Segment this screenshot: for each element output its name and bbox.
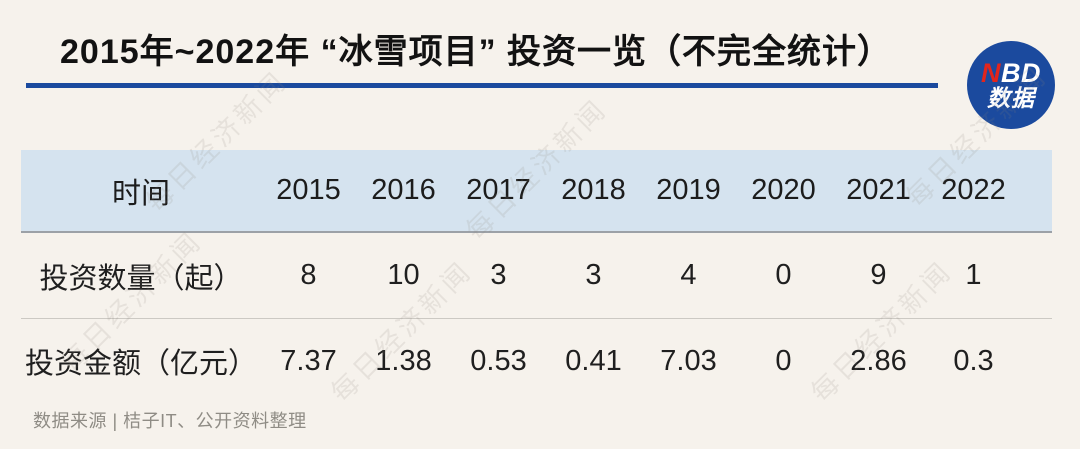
nbd-logo-text: NBD <box>981 57 1041 88</box>
nbd-logo-n: N <box>981 57 1001 88</box>
header-cell-year: 2022 <box>926 150 1021 233</box>
header-cell-year: 2017 <box>451 150 546 233</box>
header-cell-year: 2016 <box>356 150 451 233</box>
table-row-investment-amount: 投资金额（亿元） 7.37 1.38 0.53 0.41 7.03 0 2.86… <box>21 319 1052 404</box>
table-cell: 7.03 <box>660 344 717 377</box>
table-cell: 7.37 <box>280 344 337 377</box>
data-source-note: 数据来源 | 桔子IT、公开资料整理 <box>33 411 307 431</box>
table-cell: 3 <box>546 232 641 319</box>
table-cell: 3 <box>451 232 546 319</box>
table-cell: 0 <box>736 232 831 319</box>
table-cell-spacer <box>1021 232 1052 319</box>
table-cell: 4 <box>641 232 736 319</box>
table-row-investment-count: 投资数量（起） 8 10 3 3 4 0 9 1 <box>21 232 1052 319</box>
table-cell: 9 <box>831 232 926 319</box>
header-cell-spacer <box>1021 150 1052 233</box>
page-title: 2015年~2022年 “冰雪项目” 投资一览（不完全统计） <box>60 33 893 71</box>
table-cell: 0.41 <box>565 344 622 377</box>
table-cell: 8 <box>261 232 356 319</box>
table-cell: 1 <box>926 232 1021 319</box>
table-cell: 0.53 <box>470 344 527 377</box>
table-cell-spacer <box>1021 319 1052 404</box>
table-cell: 0.3 <box>953 344 994 377</box>
nbd-logo-caption: 数据 <box>987 85 1035 112</box>
table-header-row: 时间 2015 2016 2017 2018 2019 2020 2021 20… <box>21 150 1052 233</box>
header-cell-year: 2019 <box>641 150 736 233</box>
header-cell-time: 时间 <box>21 150 261 233</box>
investment-table: 时间 2015 2016 2017 2018 2019 2020 2021 20… <box>21 150 1052 403</box>
header-cell-year: 2015 <box>261 150 356 233</box>
row-label: 投资数量（起） <box>21 232 261 319</box>
header-cell-year: 2020 <box>736 150 831 233</box>
table-cell: 10 <box>356 232 451 319</box>
nbd-logo: NBD 数据 <box>967 41 1055 129</box>
title-underline <box>26 83 938 88</box>
nbd-logo-bd: BD <box>1001 57 1041 88</box>
header-cell-year: 2018 <box>546 150 641 233</box>
row-label: 投资金额（亿元） <box>24 348 257 380</box>
header-cell-year: 2021 <box>831 150 926 233</box>
table-cell: 2.86 <box>850 344 907 377</box>
table-cell: 1.38 <box>375 344 432 377</box>
table-cell: 0 <box>775 344 792 377</box>
